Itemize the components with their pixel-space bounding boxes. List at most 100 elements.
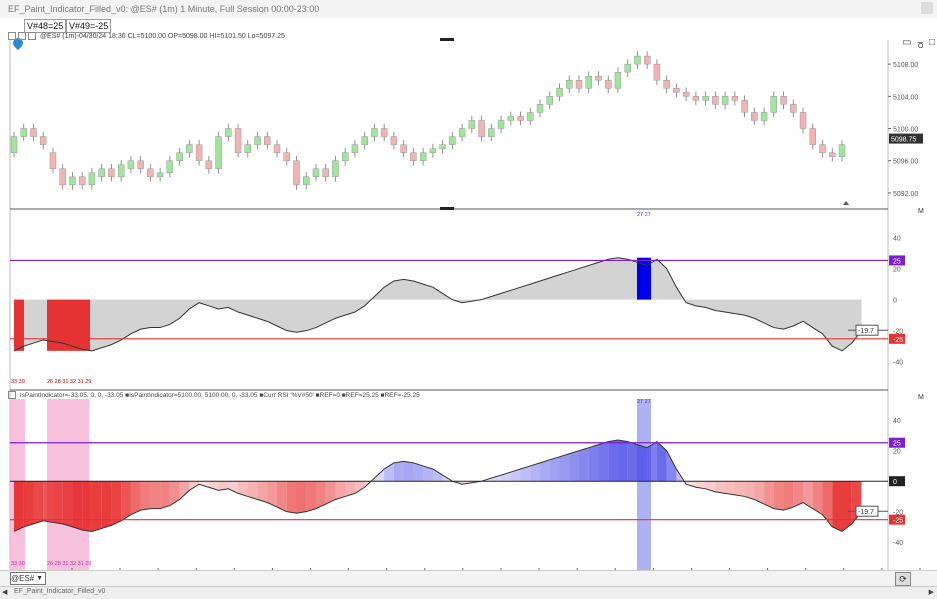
price-tick-label: 5092.00 [893,191,918,198]
rsi-gradient-slice [199,481,209,488]
rsi-gradient-slice [14,481,24,532]
candle [108,168,115,178]
rsi-gradient-slice [540,459,550,482]
rsi2-ref-lo-tag [889,514,905,525]
rsi-gradient-slice [578,447,589,482]
price-tick-label: 5096.00 [893,159,918,166]
candle [30,128,37,137]
rsi-gradient-slice [286,481,297,514]
candle [643,55,651,65]
rsi-gradient-slice [52,481,63,524]
candle [458,128,466,137]
candle [595,75,602,81]
rsi-gradient-slice [715,481,726,494]
current-price-tag [889,133,923,144]
rsi-gradient-slice [315,481,326,509]
pane-handle-1[interactable] [440,38,454,41]
symbol-select[interactable]: @ES# ▼ [10,572,46,585]
rsi-gradient-slice [588,444,599,482]
rsi-gradient-slice [432,469,443,482]
v48-box[interactable]: V#48=25 [24,19,67,33]
legend-collapse-icon[interactable] [8,391,16,400]
rsi-gradient-slice [549,456,560,482]
rsi-gradient-slice [218,481,229,491]
rsi-gradient-slice [783,481,794,511]
candle [137,160,144,169]
chart-header-text: @ES# (1m)-04/30/24 18:36 CL=5100.00 OP=5… [39,33,285,40]
candle [585,75,592,89]
v49-box[interactable]: V#49=-25 [66,19,112,33]
candle [527,112,534,121]
rsi-gradient-slice [559,453,570,482]
candle [371,128,378,137]
close-icon[interactable]: □ [928,37,935,48]
rsi-gradient-slice [374,469,385,482]
candle [634,55,641,65]
candle [809,128,816,145]
rsi2-tick-label: -20 [893,510,903,517]
candle [117,164,125,178]
collapse-icon[interactable] [8,32,16,41]
status-text: EF_Paint_Indicator_Filled_v0 [14,588,106,595]
candle [78,176,86,186]
paint-blue-bar [637,257,651,300]
rsi-gradient-slice [403,461,414,482]
scroll-left-icon[interactable]: ◀ [2,589,8,596]
candle [59,168,66,186]
corner-label: O [918,43,924,50]
rsi-gradient-slice [267,481,278,508]
candle [712,96,719,105]
rsi-gradient-slice [62,481,73,527]
rsi2-ref-zero-tag [889,476,905,487]
candle [10,136,18,153]
candle [264,136,271,145]
rsi-gradient-slice [812,481,823,515]
rsi-gradient-slice [725,481,735,495]
candle [556,88,563,97]
price-pane-triangle-icon [843,201,849,205]
candle [88,172,96,186]
rsi-gradient-slice [501,472,511,482]
candle [234,128,242,153]
corner-label: M [918,394,924,401]
candle [517,116,524,121]
rsi2-ref-hi-tag-label: 25 [893,441,901,448]
rsi-gradient-slice [793,481,804,508]
rsi-gradient-slice [23,481,34,527]
rsi-gradient-slice [656,441,667,482]
rsi-gradient-slice [150,481,161,509]
top-marker: 27 27 [637,212,651,218]
candle [663,80,670,89]
minimize-icon[interactable]: – [917,37,923,48]
pane-handle-2[interactable] [440,207,454,210]
rsi-gradient-slice [179,481,190,500]
expand-icon[interactable] [28,32,36,41]
settings-icon[interactable] [18,32,26,41]
restore-icon[interactable]: ▭ [901,37,912,48]
scroll-right-icon[interactable]: ▶ [928,589,934,596]
candle [400,144,407,153]
candle [605,80,612,89]
rsi2-ref-hi-tag [889,437,905,448]
rsi-gradient-slice [354,481,365,494]
candle [536,104,544,113]
rsi-gradient-slice [530,462,541,482]
rsi-gradient-slice [169,481,180,506]
rsi2-ref-zero-tag-label: 0 [893,479,897,486]
rsi-gradient-slice [520,465,531,482]
candle [449,136,456,145]
zoom-icon[interactable]: ⟳ [895,572,911,586]
candle [653,63,661,81]
rsi-gradient-slice [764,481,774,509]
statusbar: ◀ EF_Paint_Indicator_Filled_v0 ▶ [0,586,937,599]
rsi-gradient-slice [423,465,433,482]
rsi-curr-tag [855,324,879,336]
candle [419,152,427,161]
candle [225,128,232,137]
rsi-gradient-slice [140,481,151,511]
window-scroll-handle[interactable] [921,2,933,14]
candle [293,160,300,186]
chevron-down-icon[interactable]: ▼ [36,575,43,582]
rsi-gradient-slice [208,481,219,491]
